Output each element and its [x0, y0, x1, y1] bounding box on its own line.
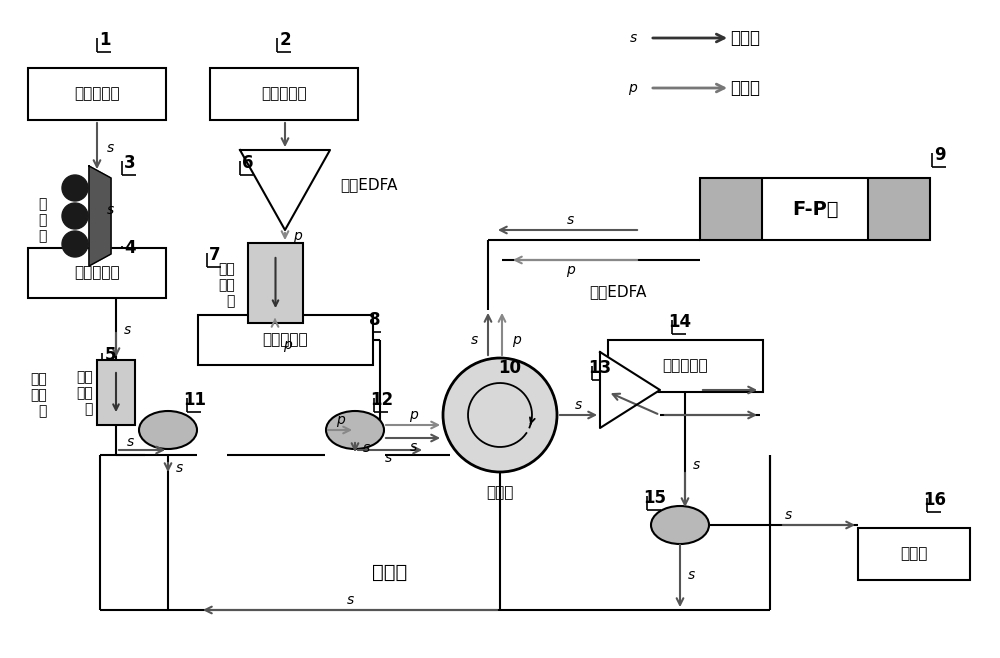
Text: s: s: [688, 568, 695, 582]
Text: 14: 14: [668, 313, 692, 331]
Text: 探测光: 探测光: [730, 29, 760, 47]
Text: s: s: [346, 593, 354, 607]
Text: s: s: [107, 141, 114, 155]
Circle shape: [443, 358, 557, 472]
Ellipse shape: [139, 411, 197, 449]
Text: s: s: [784, 508, 792, 522]
Text: 6: 6: [242, 154, 254, 172]
Text: 8: 8: [369, 311, 381, 329]
Text: 第二滤波器: 第二滤波器: [663, 359, 708, 374]
Text: 16: 16: [924, 491, 946, 509]
Bar: [700, 178, 762, 240]
Bar: [210, 68, 358, 120]
Circle shape: [62, 203, 88, 229]
Bar: [858, 528, 970, 580]
Text: 11: 11: [184, 391, 207, 409]
Bar: [608, 340, 763, 392]
Bar: [28, 68, 166, 120]
Text: p: p: [283, 338, 292, 352]
Text: 偏
振
器: 偏 振 器: [39, 197, 47, 243]
Text: p: p: [628, 81, 637, 95]
Text: 环形腔: 环形腔: [372, 563, 408, 582]
Text: s: s: [107, 203, 114, 217]
Text: 泵浦光: 泵浦光: [730, 79, 760, 97]
Text: 第一滤波器: 第一滤波器: [263, 332, 308, 347]
Text: s: s: [574, 398, 582, 412]
Text: 环形器: 环形器: [486, 486, 514, 501]
Bar: [248, 243, 303, 323]
Text: 第二EDFA: 第二EDFA: [589, 284, 647, 299]
Text: s: s: [566, 213, 574, 227]
Polygon shape: [600, 352, 660, 428]
Text: 电光调制器: 电光调制器: [74, 265, 120, 280]
Text: 12: 12: [370, 391, 394, 409]
Text: 第一EDFA: 第一EDFA: [340, 178, 397, 193]
Text: 15: 15: [644, 489, 666, 507]
Text: p: p: [409, 408, 417, 422]
Text: p: p: [336, 413, 344, 427]
Text: 第一
隔离
器: 第一 隔离 器: [76, 370, 93, 417]
Text: s: s: [176, 461, 183, 475]
Text: s: s: [384, 451, 392, 465]
Text: 13: 13: [588, 359, 612, 377]
Circle shape: [62, 175, 88, 201]
Text: 2: 2: [279, 31, 291, 49]
Text: 第一
隔离
器: 第一 隔离 器: [30, 372, 47, 418]
Text: 7: 7: [209, 246, 221, 264]
Circle shape: [62, 231, 88, 257]
Bar: [700, 178, 930, 240]
Text: 4: 4: [124, 239, 136, 257]
Text: 第二激光器: 第二激光器: [261, 86, 307, 101]
Ellipse shape: [651, 506, 709, 544]
Text: 9: 9: [934, 146, 946, 164]
Text: F-P腔: F-P腔: [792, 199, 838, 218]
Text: s: s: [693, 458, 700, 472]
Text: s: s: [409, 440, 417, 454]
Bar: [198, 315, 373, 365]
Text: s: s: [124, 323, 131, 337]
Text: p: p: [512, 333, 521, 347]
Text: 5: 5: [104, 346, 116, 364]
Bar: [97, 360, 135, 425]
Ellipse shape: [326, 411, 384, 449]
Text: p: p: [293, 229, 302, 243]
Text: s: s: [630, 31, 637, 45]
Bar: [28, 248, 166, 298]
Polygon shape: [89, 166, 111, 266]
Polygon shape: [240, 150, 330, 230]
Text: s: s: [363, 441, 370, 455]
Text: 第一激光器: 第一激光器: [74, 86, 120, 101]
Text: 探测器: 探测器: [900, 547, 928, 561]
Bar: [868, 178, 930, 240]
Text: 10: 10: [498, 359, 522, 377]
Text: s: s: [126, 435, 134, 449]
Text: 1: 1: [99, 31, 111, 49]
Text: 3: 3: [124, 154, 136, 172]
Text: s: s: [471, 333, 478, 347]
Text: p: p: [566, 263, 574, 277]
Text: 第二
隔离
器: 第二 隔离 器: [218, 262, 235, 308]
